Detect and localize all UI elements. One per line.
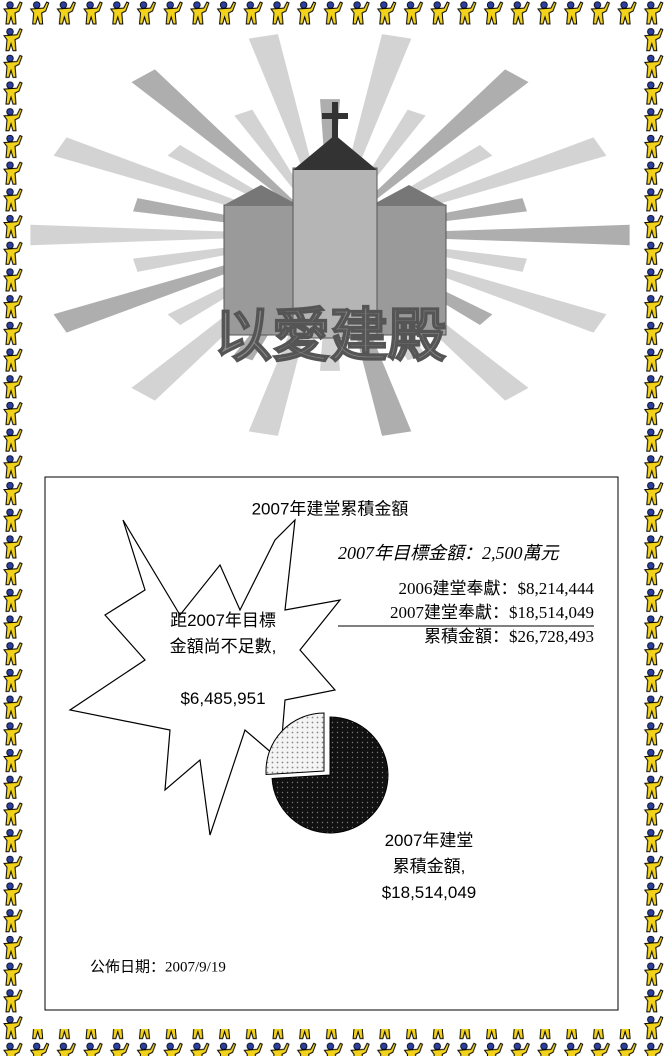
- slice-value-label: $6,485,951: [168, 686, 278, 712]
- slice-label: 2007年建堂累積金額,: [377, 828, 481, 880]
- row-label: 2007建堂奉獻：: [390, 603, 509, 622]
- pie: [266, 713, 388, 833]
- summary-rows: 2006建堂奉獻：$8,214,4442007建堂奉獻：$18,514,049累…: [390, 579, 595, 646]
- summary-row: 2006建堂奉獻：$8,214,444: [399, 579, 595, 598]
- border-right: [640, 27, 667, 1029]
- page: 以愛建殿 2007年建堂累積金額 2007年目標金額：2,500萬元 2006建…: [0, 0, 667, 1056]
- logo-text: 以愛建殿: [214, 303, 446, 368]
- slice-value-label: $18,514,049: [370, 880, 488, 906]
- row-value: $8,214,444: [518, 579, 595, 598]
- border-bottom: [0, 1029, 667, 1056]
- row-label: 累積金額：: [424, 627, 509, 646]
- row-label: 2006建堂奉獻：: [399, 579, 518, 598]
- target-note: 2007年目標金額：2,500萬元: [338, 543, 560, 563]
- chart-title: 2007年建堂累積金額: [252, 499, 409, 518]
- slice-label: 距2007年目標金額尚不足數,: [168, 608, 278, 660]
- border-top: [0, 0, 667, 27]
- summary-row: 累積金額：$26,728,493: [424, 627, 594, 646]
- publish-date: 公佈日期：2007/9/19: [90, 958, 226, 975]
- row-value: $18,514,049: [509, 603, 594, 622]
- row-value: $26,728,493: [509, 627, 594, 646]
- border-left: [0, 27, 27, 1029]
- summary-row: 2007建堂奉獻：$18,514,049: [390, 603, 594, 622]
- poster: 以愛建殿 2007年建堂累積金額 2007年目標金額：2,500萬元 2006建…: [0, 0, 667, 1056]
